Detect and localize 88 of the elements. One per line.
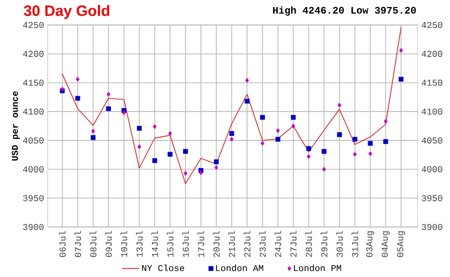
point	[399, 48, 403, 54]
point	[322, 149, 326, 154]
y2-tick-label: 4100	[422, 108, 442, 115]
point	[168, 152, 173, 157]
legend-label: London AM	[216, 264, 264, 272]
point	[337, 132, 342, 138]
y2-tick-label: 4000	[422, 166, 442, 173]
x-tick-label: 06Jul	[59, 231, 66, 258]
y-tick-label: 4100	[23, 108, 44, 115]
point	[276, 128, 280, 134]
point	[91, 129, 95, 134]
point	[244, 99, 250, 104]
line-series	[62, 27, 402, 184]
y-tick-label: 4150	[23, 80, 44, 86]
y-tick-label: 4200	[23, 51, 44, 58]
x-tick-label: 24Jul	[274, 231, 282, 258]
point	[384, 119, 388, 124]
point	[168, 131, 172, 136]
point	[291, 124, 296, 129]
y2-tick-label: 3950	[422, 195, 442, 202]
x-tick-label: 03Aug	[366, 232, 374, 258]
x-tick-label: 23Jul	[259, 231, 266, 258]
x-tick-label: 31Jul	[352, 231, 358, 258]
x-tick-label: 08Jul	[90, 231, 96, 258]
point	[183, 149, 188, 154]
point	[137, 144, 142, 150]
point	[106, 92, 110, 97]
point	[122, 110, 126, 116]
y-tick-label: 4000	[23, 166, 44, 173]
y2-tick-label: 4050	[422, 138, 442, 144]
point	[260, 115, 265, 120]
x-tick-label: 05Aug	[397, 232, 406, 258]
x-tick-label: 17Jul	[198, 231, 204, 258]
x-tick-label: 14Jul	[151, 231, 158, 258]
x-tick-label: 07Jul	[74, 231, 82, 258]
point	[152, 124, 157, 130]
point	[260, 141, 264, 146]
y2-tick-label: 4150	[422, 80, 442, 86]
point	[353, 152, 357, 157]
x-tick-label: 16Jul	[182, 231, 189, 258]
x-tick-label: 29Jul	[320, 231, 328, 258]
x-tick-label: 30Jul	[336, 231, 343, 258]
point	[136, 126, 142, 131]
point	[75, 96, 80, 101]
x-tick-label: 20Jul	[212, 231, 220, 258]
point	[229, 131, 234, 136]
point	[338, 103, 342, 108]
x-tick-label: 04Aug	[382, 232, 390, 258]
point	[76, 77, 80, 82]
point	[199, 170, 203, 176]
point	[245, 78, 249, 84]
chart-title: 30 Day Gold	[24, 5, 110, 20]
point	[368, 152, 372, 156]
y2-tick-label: 4250	[422, 22, 442, 28]
point	[322, 167, 326, 172]
point	[306, 154, 311, 160]
x-tick-label: 21Jul	[228, 231, 236, 258]
y2-tick-label: 4200	[422, 51, 442, 58]
y2-tick-label: 3900	[422, 224, 442, 230]
y-axis-title: USD per ounce	[12, 92, 20, 161]
point	[383, 139, 388, 144]
point	[106, 106, 111, 112]
point	[214, 165, 218, 170]
chart-subtitle: High 4246.20 Low 3975.20	[273, 6, 416, 16]
point	[184, 171, 188, 176]
point	[398, 77, 404, 82]
y-tick-label: 3950	[23, 195, 44, 202]
y-tick-label: 3900	[23, 224, 44, 230]
legend-label: London PM	[294, 264, 342, 272]
point	[152, 158, 158, 164]
x-tick-label: 22Jul	[244, 231, 250, 258]
point	[275, 137, 280, 142]
point	[352, 137, 358, 142]
point	[290, 115, 296, 120]
x-tick-label: 09Jul	[105, 231, 112, 258]
y-tick-label: 4250	[23, 22, 44, 28]
y-tick-label: 4050	[23, 138, 44, 144]
point	[306, 146, 312, 152]
x-tick-label: 13Jul	[136, 231, 143, 258]
x-tick-label: 15Jul	[166, 231, 174, 258]
x-tick-label: 10Jul	[120, 231, 128, 258]
point	[368, 141, 373, 146]
x-tick-label: 28Jul	[305, 231, 312, 258]
point	[230, 137, 234, 142]
point	[214, 160, 219, 164]
legend-label: NY Close	[142, 264, 184, 272]
point	[90, 135, 96, 140]
x-tick-label: 27Jul	[290, 231, 297, 258]
